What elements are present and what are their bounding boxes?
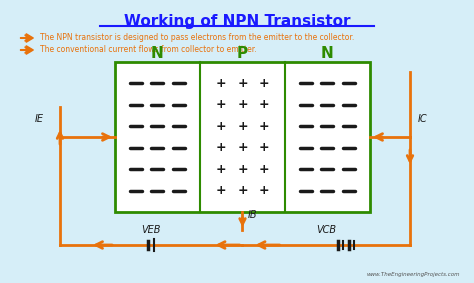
Text: +: + — [258, 141, 269, 154]
Text: +: + — [216, 141, 227, 154]
FancyArrowPatch shape — [21, 34, 33, 42]
Text: www.TheEngineeringProjects.com: www.TheEngineeringProjects.com — [366, 272, 460, 277]
Text: +: + — [216, 98, 227, 111]
Text: Working of NPN Transistor: Working of NPN Transistor — [124, 14, 350, 29]
Text: N: N — [321, 46, 334, 61]
Text: +: + — [237, 184, 248, 197]
Text: N: N — [151, 46, 164, 61]
Bar — [115, 62, 370, 212]
Text: IE: IE — [35, 114, 44, 124]
Text: +: + — [216, 184, 227, 197]
Text: +: + — [258, 184, 269, 197]
Text: +: + — [237, 141, 248, 154]
FancyArrowPatch shape — [21, 46, 33, 54]
Text: +: + — [237, 77, 248, 90]
Text: +: + — [216, 77, 227, 90]
Text: +: + — [237, 98, 248, 111]
Text: +: + — [258, 163, 269, 176]
Text: P: P — [237, 46, 248, 61]
Text: IC: IC — [418, 114, 428, 124]
Text: +: + — [258, 120, 269, 133]
Text: +: + — [216, 163, 227, 176]
Text: +: + — [237, 120, 248, 133]
Text: +: + — [258, 77, 269, 90]
Text: +: + — [237, 163, 248, 176]
Text: The NPN transistor is designed to pass electrons from the emitter to the collect: The NPN transistor is designed to pass e… — [40, 33, 354, 42]
Text: The conventional current flows from collector to emitter.: The conventional current flows from coll… — [40, 46, 256, 55]
Text: VCB: VCB — [316, 225, 337, 235]
Text: VEB: VEB — [142, 225, 161, 235]
Text: IB: IB — [247, 210, 257, 220]
Text: +: + — [258, 98, 269, 111]
Text: +: + — [216, 120, 227, 133]
